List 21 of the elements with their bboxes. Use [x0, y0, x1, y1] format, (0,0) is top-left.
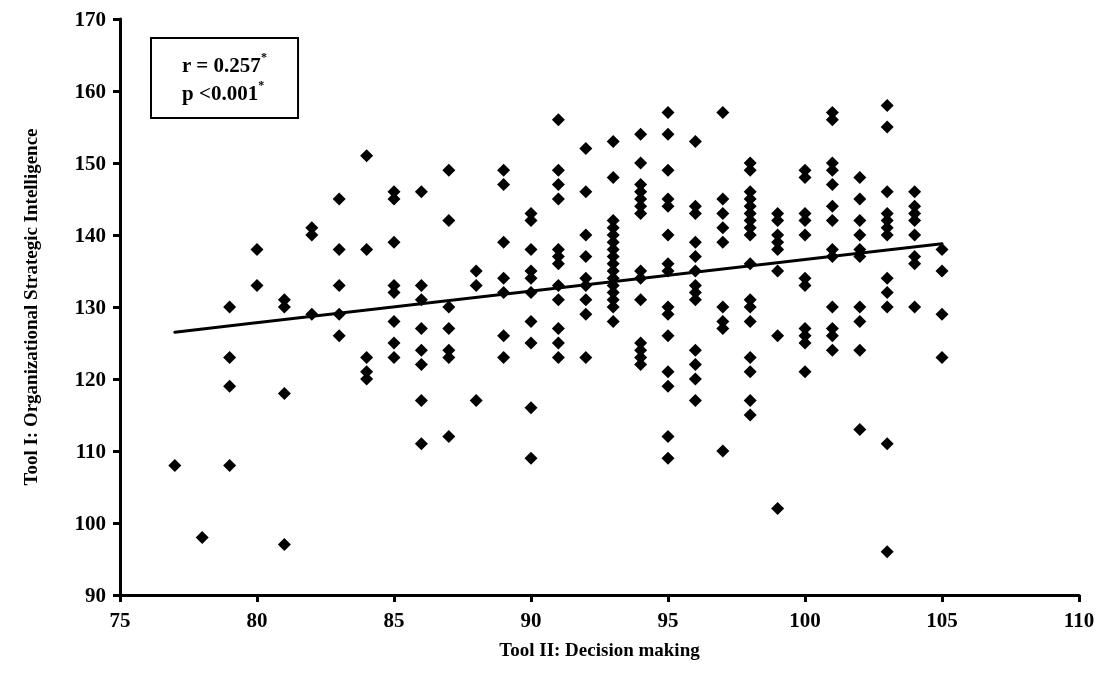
y-tick-label: 140: [74, 223, 106, 247]
y-tick-label: 150: [74, 151, 106, 175]
x-tick-label: 105: [926, 607, 958, 632]
x-tick-label: 90: [520, 607, 542, 632]
y-tick-label: 110: [75, 439, 106, 463]
x-tick-label: 100: [789, 607, 821, 632]
y-tick-label: 170: [74, 7, 106, 31]
y-tick-label: 90: [85, 583, 106, 607]
x-axis-title: Tool II: Decision making: [499, 639, 701, 660]
x-tick-label: 75: [109, 607, 131, 632]
x-tick-label: 85: [383, 607, 405, 632]
y-tick-label: 130: [74, 295, 106, 319]
x-tick-label: 110: [1063, 607, 1095, 632]
y-tick-label: 160: [74, 79, 106, 103]
annotation: p <0.001*: [182, 78, 265, 105]
y-tick-label: 120: [74, 367, 106, 391]
annotation: r = 0.257*: [182, 50, 268, 77]
y-tick-label: 100: [74, 511, 106, 535]
x-tick-label: 95: [657, 607, 679, 632]
x-tick-label: 80: [246, 607, 268, 632]
y-axis-title: Tool I: Organizational Strategic Intelligence: [20, 128, 41, 486]
